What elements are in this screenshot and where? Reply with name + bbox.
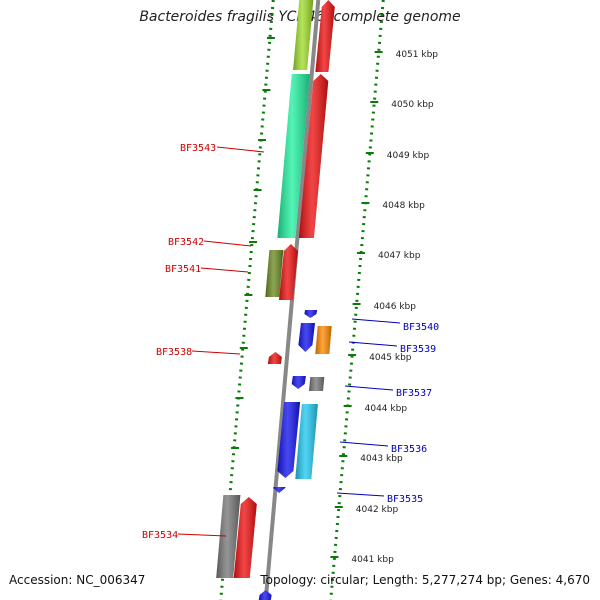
gene-label-leader (200, 267, 249, 273)
gene-feature-shading (298, 74, 329, 238)
ruler-tick-label: 4049 kbp (387, 151, 430, 161)
gene-feature-shading (315, 0, 335, 72)
ruler-tick-label: 4047 kbp (378, 251, 421, 261)
ruler-tick-label: 4051 kbp (396, 50, 439, 60)
gene-label-leader (216, 146, 265, 153)
gene-feature-shading (277, 74, 310, 238)
ruler-tick-label: 4041 kbp (351, 555, 394, 565)
gene-feature-shading (233, 497, 257, 578)
gene-label-leader (339, 441, 389, 447)
ruler-tick-label: 4048 kbp (382, 201, 425, 211)
gene-label: BF3538 (156, 347, 192, 358)
gene-label-leader (177, 533, 227, 537)
gene-feature-shading (279, 244, 298, 300)
gene-feature-shading (291, 376, 306, 389)
gene-feature-shading (216, 495, 241, 578)
gene-feature-shading (295, 404, 318, 479)
ruler-tick-label: 4050 kbp (391, 100, 434, 110)
gene-feature-shading (258, 590, 272, 600)
gene-label: BF3540 (403, 322, 439, 333)
gene-label-leader (351, 318, 401, 324)
topology-label: Topology: circular; Length: 5,277,274 bp… (260, 573, 590, 587)
gene-feature-shading (265, 250, 284, 297)
gene-feature-shading (315, 326, 332, 354)
gene-label: BF3542 (168, 237, 204, 248)
ruler-strand-right (329, 0, 385, 600)
gene-feature-shading (309, 377, 325, 391)
gene-label: BF3537 (396, 388, 432, 399)
gene-label: BF3539 (400, 344, 436, 355)
ruler-tick-label: 4045 kbp (369, 353, 412, 363)
gene-label: BF3535 (387, 494, 423, 505)
ruler-strand-left (219, 0, 275, 600)
gene-label: BF3541 (165, 264, 201, 275)
gene-label: BF3534 (142, 530, 178, 541)
gene-feature-shading (293, 0, 314, 70)
gene-label: BF3543 (180, 143, 216, 154)
gene-feature-shading (273, 487, 286, 493)
gene-label-leader (344, 385, 394, 391)
ruler-tick-label: 4043 kbp (360, 454, 403, 464)
gene-feature-shading (298, 323, 315, 352)
accession-label: Accession: NC_006347 (9, 573, 146, 587)
gene-feature-shading (304, 310, 318, 318)
ruler-tick-label: 4042 kbp (356, 505, 399, 515)
gene-feature-shading (277, 402, 301, 478)
ruler-tick-label: 4046 kbp (374, 302, 417, 312)
gene-label-leader (191, 350, 241, 355)
gene-feature-shading (267, 352, 282, 364)
gene-label: BF3536 (391, 444, 427, 455)
gene-label-leader (348, 341, 398, 347)
ruler-tick-label: 4044 kbp (365, 404, 408, 414)
gene-label-leader (203, 240, 252, 247)
gene-label-leader (336, 492, 385, 497)
